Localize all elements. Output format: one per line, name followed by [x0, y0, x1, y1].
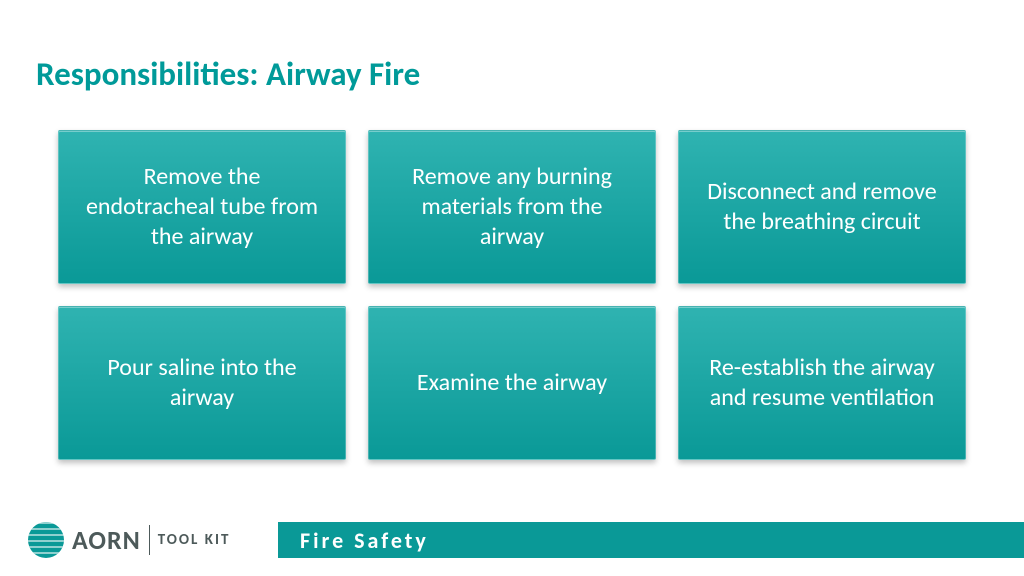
card-1: Remove the endotracheal tube from the ai…: [58, 130, 346, 284]
card-4: Pour saline into the airway: [58, 306, 346, 460]
footer-logo: AORN TOOL KIT: [28, 522, 230, 558]
card-3: Disconnect and remove the breathing circ…: [678, 130, 966, 284]
card-2: Remove any burning materials from the ai…: [368, 130, 656, 284]
slide-title: Responsibilities: Airway Fire: [36, 54, 420, 94]
footer-band-text: Fire Safety: [300, 527, 429, 554]
card-grid: Remove the endotracheal tube from the ai…: [58, 130, 966, 460]
logo-divider: [149, 525, 150, 555]
logo-aorn-text: AORN: [72, 524, 141, 556]
globe-icon: [28, 522, 64, 558]
card-6: Re-establish the airway and resume venti…: [678, 306, 966, 460]
footer: AORN TOOL KIT Fire Safety: [0, 512, 1024, 576]
footer-band: Fire Safety: [278, 522, 1024, 558]
logo-toolkit-text: TOOL KIT: [158, 531, 231, 549]
card-5: Examine the airway: [368, 306, 656, 460]
slide: Responsibilities: Airway Fire Remove the…: [0, 0, 1024, 576]
